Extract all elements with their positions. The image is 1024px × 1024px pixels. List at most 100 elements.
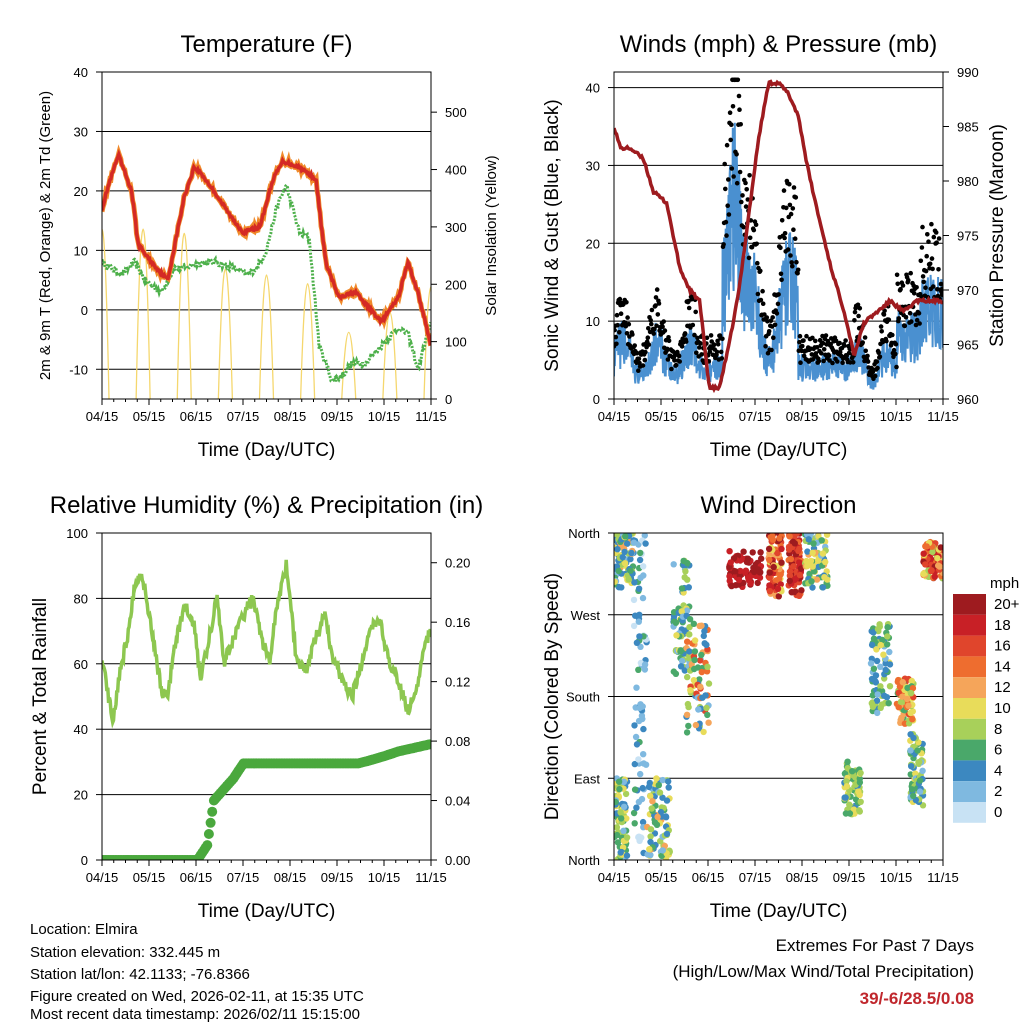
gust-point (906, 277, 911, 283)
gust-point (914, 317, 920, 323)
wind-direction-point (691, 656, 698, 664)
wind-direction-point (776, 535, 783, 542)
gust-point (909, 319, 914, 324)
chart-title: Temperature (F) (180, 31, 352, 58)
gust-point (813, 351, 819, 356)
wind-direction-point (640, 563, 647, 570)
gust-point (782, 231, 788, 236)
gust-point (816, 358, 822, 364)
wind-direction-point (695, 706, 702, 713)
gust-point (938, 281, 943, 287)
wind-direction-point (639, 703, 646, 710)
extremes-value: 39/-6/28.5/0.08 (859, 989, 974, 1008)
x-tick-label: 06/15 (180, 870, 213, 885)
wind-direction-point (908, 763, 915, 770)
wind-direction-point (743, 558, 751, 566)
wind-direction-point (884, 624, 891, 631)
gust-point (640, 363, 646, 368)
gust-point (765, 350, 771, 356)
gust-point (795, 267, 801, 273)
y-axis-label: 2m & 9m T (Red, Orange) & 2m Td (Green) (37, 91, 54, 380)
gust-point (725, 203, 730, 208)
wind-direction-point (622, 533, 629, 540)
y2-tick-label: 0.04 (445, 794, 470, 809)
wind-direction-point (778, 559, 785, 566)
gust-point (916, 311, 922, 316)
gust-point (788, 211, 794, 217)
plot-area (102, 559, 431, 860)
gust-point (697, 345, 702, 350)
wind-direction-point (774, 549, 781, 557)
wind-direction-point (907, 689, 915, 697)
wind-direction-point (912, 770, 919, 777)
wind-direction-point (640, 725, 647, 733)
legend-swatch (953, 677, 986, 698)
wind-direction-point (636, 556, 644, 564)
wind-direction-point (806, 570, 813, 577)
solar-insolation-line (217, 268, 234, 399)
wind-direction-point (904, 684, 911, 692)
legend-swatch (953, 739, 986, 761)
y2-tick-label: 980 (957, 174, 979, 189)
wind-direction-point (632, 733, 640, 741)
footer-created: Figure created on Wed, 2026-02-11, at 15… (30, 988, 364, 1005)
gust-point (769, 347, 774, 353)
wind-direction-point (635, 666, 642, 673)
wind-direction-point (635, 717, 643, 725)
plot-area (102, 144, 431, 399)
gust-point (615, 322, 620, 328)
wind-direction-point (659, 794, 666, 801)
wind-direction-point (897, 698, 905, 706)
legend-swatch (953, 594, 986, 615)
wind-direction-point (637, 770, 644, 778)
gust-point (778, 245, 783, 251)
gust-point (856, 313, 861, 319)
y-tick-label: 0 (593, 392, 600, 407)
solar-insolation-line (423, 285, 431, 399)
gust-point (758, 268, 763, 274)
wind-direction-point (638, 795, 646, 803)
wind-direction-point (614, 824, 621, 831)
wind-direction-point (884, 633, 891, 640)
gust-point (842, 343, 847, 348)
wind-direction-point (908, 677, 915, 685)
wind-direction-point (614, 578, 618, 585)
gust-point (917, 321, 922, 326)
gust-point (782, 235, 787, 241)
wind-direction-point (796, 559, 803, 566)
gust-point (801, 338, 806, 343)
gust-point (728, 137, 733, 143)
gust-point (753, 222, 759, 227)
gust-point (721, 242, 726, 247)
gust-point (694, 350, 699, 356)
wind-direction-point (640, 751, 647, 758)
gust-point (775, 301, 781, 307)
solar-insolation-line (102, 228, 110, 399)
gust-point (669, 366, 674, 372)
x-tick-label: 05/15 (645, 409, 678, 424)
y-tick-label: 40 (74, 722, 88, 737)
precipitation-point (207, 806, 218, 817)
wind-direction-point (683, 711, 691, 718)
wind-direction-point (700, 728, 707, 736)
y2-tick-label: 300 (445, 220, 467, 235)
y-axis-label: Direction (Colored By Speed) (542, 573, 563, 820)
gust-point (819, 351, 824, 356)
wind-direction-point (691, 637, 699, 644)
y-tick-label: 20 (586, 236, 600, 251)
wind-direction-point (877, 683, 884, 690)
gust-point (614, 327, 617, 333)
wind-direction-point (745, 576, 752, 583)
wind-direction-point (823, 533, 831, 538)
wind-direction-point (769, 536, 777, 543)
x-axis-label: Time (Day/UTC) (198, 901, 336, 922)
wind-direction-point (672, 619, 680, 626)
wind-direction-point (907, 731, 914, 738)
wind-direction-point (899, 693, 906, 700)
wind-direction-point (775, 593, 782, 600)
wind-direction-point (614, 839, 622, 846)
wind-direction-point (905, 702, 912, 709)
wind-direction-point (856, 807, 863, 814)
y-tick-label: 60 (74, 657, 88, 672)
solar-insolation-line (135, 228, 151, 399)
